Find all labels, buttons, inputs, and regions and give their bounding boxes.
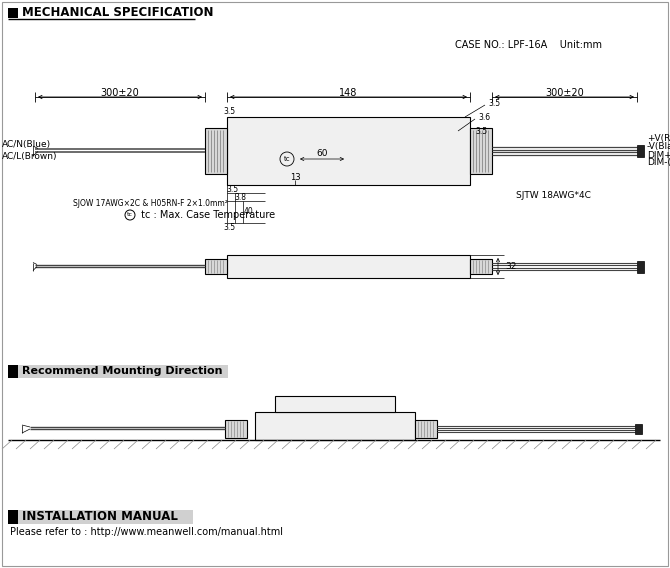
Bar: [8, 510, 18, 524]
Bar: [637, 145, 644, 157]
Text: 3.5: 3.5: [475, 127, 487, 136]
Bar: [8, 365, 228, 378]
Text: tc: tc: [283, 156, 290, 162]
Text: CASE NO.: LPF-16A    Unit:mm: CASE NO.: LPF-16A Unit:mm: [455, 40, 602, 50]
Text: tc: tc: [127, 212, 133, 218]
Text: 3.5: 3.5: [223, 223, 235, 232]
Text: 32: 32: [505, 262, 517, 271]
Text: 40: 40: [244, 207, 254, 216]
Text: 300±20: 300±20: [100, 88, 139, 98]
Bar: [227, 117, 470, 185]
Text: 3.5: 3.5: [488, 98, 500, 107]
Bar: [205, 259, 227, 274]
Bar: [8, 510, 193, 524]
Text: -V(Black): -V(Black): [647, 143, 670, 152]
Bar: [470, 128, 492, 174]
Text: SJTW 18AWG*4C: SJTW 18AWG*4C: [516, 190, 591, 199]
Bar: [227, 255, 470, 278]
Text: DIM+(Purple): DIM+(Purple): [647, 151, 670, 160]
Text: SJOW 17AWG×2C & H05RN-F 2×1.0mm²: SJOW 17AWG×2C & H05RN-F 2×1.0mm²: [72, 198, 227, 207]
Text: AC/N(Blue): AC/N(Blue): [2, 140, 51, 148]
Bar: [635, 424, 642, 434]
Text: MECHANICAL SPECIFICATION: MECHANICAL SPECIFICATION: [22, 6, 214, 19]
Text: Please refer to : http://www.meanwell.com/manual.html: Please refer to : http://www.meanwell.co…: [10, 527, 283, 537]
Bar: [255, 412, 415, 440]
Bar: [470, 259, 492, 274]
Text: tc : Max. Case Temperature: tc : Max. Case Temperature: [138, 210, 275, 220]
Bar: [8, 8, 18, 18]
Text: 300±20: 300±20: [545, 88, 584, 98]
Text: +V(Red): +V(Red): [647, 135, 670, 144]
Text: 3.8: 3.8: [234, 193, 246, 202]
Text: DIM-(Pink): DIM-(Pink): [647, 158, 670, 168]
Text: 3.6: 3.6: [478, 112, 490, 122]
Text: 13: 13: [289, 173, 300, 182]
Bar: [637, 261, 644, 273]
Text: Recommend Mounting Direction: Recommend Mounting Direction: [22, 366, 222, 377]
Text: AC/L(Brown): AC/L(Brown): [2, 152, 58, 161]
Text: 3.5: 3.5: [226, 185, 238, 194]
Text: 60: 60: [316, 149, 328, 158]
Text: INSTALLATION MANUAL: INSTALLATION MANUAL: [22, 511, 178, 524]
Text: 148: 148: [339, 88, 358, 98]
Bar: [205, 128, 227, 174]
Text: 3.5: 3.5: [223, 107, 235, 116]
Bar: [225, 420, 247, 438]
Bar: [415, 420, 437, 438]
Bar: [8, 365, 18, 378]
Bar: [275, 396, 395, 412]
